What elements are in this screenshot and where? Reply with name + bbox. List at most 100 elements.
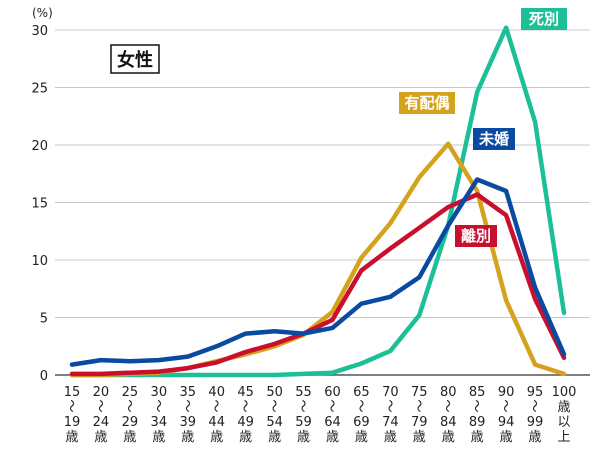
x-tick-label-part: 〜 [295,399,310,412]
series-label-text: 未婚 [478,130,509,148]
x-tick-label-part: 〜 [237,399,252,412]
x-tick-label-part: 25 [122,385,139,400]
y-tick-label: 5 [40,312,48,327]
chart-title: 女性 [117,49,153,71]
x-tick-label-part: 歳 [123,430,136,445]
series-label-box [455,225,497,247]
x-tick-label-part: 94 [498,415,515,430]
x-tick-label: 35〜 39歳 [179,385,196,445]
x-tick-label: 65〜 69歳 [352,385,369,445]
series-line [69,192,567,377]
x-tick-label-part: 〜 [468,399,483,412]
y-axis-ticks: 0 5 10 15 20 25 30 [31,24,48,384]
x-tick-label-part: 歳 [442,430,455,445]
x-tick-label-part: 69 [353,415,370,430]
x-tick-label-part: 49 [237,415,254,430]
x-tick-label-part: 〜 [439,399,454,412]
x-tick-label-part: 59 [295,415,312,430]
x-tick-label-part: 〜 [208,399,223,412]
x-tick-label-part: 60 [324,385,341,400]
x-tick-label-part: 55 [295,385,312,400]
series-label-box [399,92,455,114]
x-tick-label: 85〜 89歳 [468,385,485,445]
x-tick-label: 60〜 64歳 [323,385,340,445]
x-tick-label-part: 30 [151,385,168,400]
x-tick-label-part: 15 [64,385,81,400]
x-axis-ticks: 15〜19歳20〜24歳25〜29歳30〜34歳35〜39歳40〜44歳45〜4… [63,385,576,445]
x-tick-label-part: 〜 [526,399,541,412]
x-tick-label-part: 79 [411,415,428,430]
x-tick-label-part: 75 [411,385,428,400]
x-tick-label-part: 〜 [497,399,512,412]
x-tick-label-part: 34 [151,415,168,430]
x-tick-label-part: 歳 [297,430,310,445]
series-label: 離別 [455,225,497,247]
x-tick-label-part: 65 [353,385,370,400]
series-label-text: 有配偶 [404,94,449,112]
x-tick-label-part: 歳 [413,430,426,445]
x-tick-label-part: 歳 [210,430,223,445]
x-tick-label-part: 64 [324,415,341,430]
series-line [69,177,567,367]
y-tick-label: 15 [31,197,48,212]
x-tick-label-part: 〜 [92,399,107,412]
x-tick-label-part: 〜 [150,399,165,412]
x-tick-label-part: 89 [469,415,486,430]
y-tick-label: 0 [40,369,48,384]
x-tick-label-part: 54 [266,415,283,430]
series-label-box [473,128,515,150]
x-tick-label-part: 45 [237,385,254,400]
x-tick-label: 80〜 84歳 [439,385,456,445]
y-tick-label: 10 [31,254,48,269]
x-tick-label-part: 40 [208,385,225,400]
x-tick-label: 45〜 49歳 [237,385,254,445]
x-tick-label-part: 74 [382,415,399,430]
x-tick-label: 40〜 44歳 [208,385,225,445]
x-tick-label-part: 〜 [121,399,136,412]
x-tick-label-part: 39 [179,415,196,430]
x-tick-label-part: 歳 [239,430,252,445]
x-tick-label-part: 歳 [181,430,194,445]
x-tick-label-part: 歳 [500,430,513,445]
x-tick-label-part: 歳 [94,430,107,445]
x-tick-label-part: 歳 [355,430,368,445]
series-line [69,141,567,378]
series-label: 未婚 [473,128,515,150]
x-tick-label-part: 35 [179,385,196,400]
series-lines [69,25,567,378]
x-tick-label: 50〜 54歳 [266,385,283,445]
x-tick-label-part: 50 [266,385,283,400]
x-tick-label: 90〜 94歳 [497,385,514,445]
y-tick-label: 20 [31,139,48,154]
x-tick-label-part: 歳 [529,430,542,445]
x-tick-label-part: 歳 [326,430,339,445]
x-tick-label-part: 〜 [179,399,194,412]
x-tick-label: 75〜 79歳 [410,385,427,445]
series-label: 有配偶 [399,92,455,114]
series-label-text: 離別 [461,227,491,245]
x-tick-label: 30〜 34歳 [150,385,167,445]
series-label: 死別 [521,8,567,30]
x-tick-label-part: 〜 [352,399,367,412]
x-tick-label-part: 歳 [557,400,570,415]
x-tick-label-part: 〜 [323,399,338,412]
x-tick-label-part: 〜 [63,399,78,412]
x-tick-label-part: 95 [527,385,544,400]
x-tick-label-part: 84 [440,415,457,430]
x-tick-label: 55〜 59歳 [295,385,312,445]
y-tick-label: 25 [31,82,48,97]
x-tick-label: 95〜 99歳 [526,385,543,445]
y-tick-label: 30 [31,24,48,39]
x-tick-label-part: 19 [64,415,81,430]
x-tick-label-part: 〜 [266,399,281,412]
x-tick-label-part: 歳 [65,430,78,445]
x-tick-label: 70〜 74歳 [381,385,398,445]
series-label-box [521,8,567,30]
x-tick-label: 20〜 24歳 [92,385,109,445]
x-tick-label-part: 歳 [152,430,165,445]
x-tick-label-part: 70 [382,385,399,400]
x-tick-label-part: 歳 [471,430,484,445]
